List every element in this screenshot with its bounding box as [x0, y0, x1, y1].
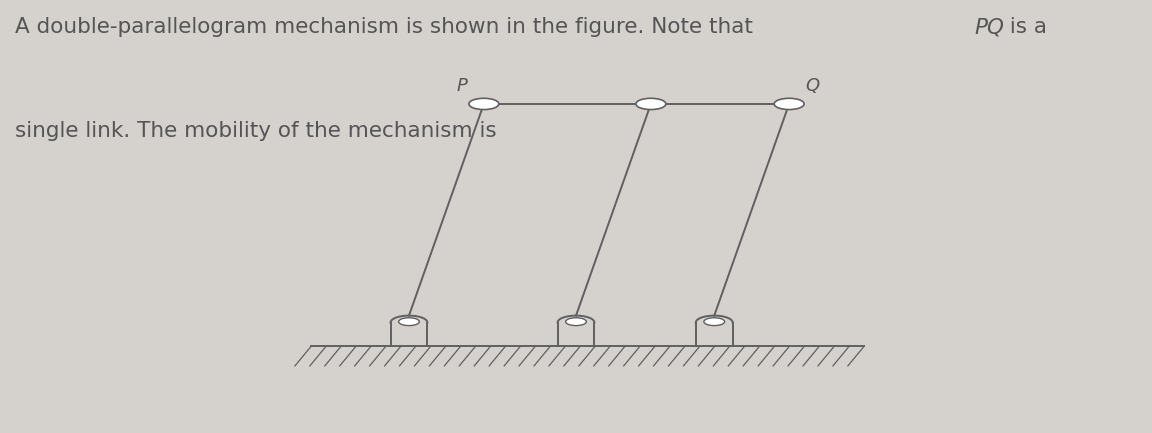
Text: PQ: PQ [975, 17, 1005, 37]
Circle shape [774, 98, 804, 110]
Circle shape [399, 318, 419, 326]
Circle shape [566, 318, 586, 326]
Text: A double-parallelogram mechanism is shown in the figure. Note that: A double-parallelogram mechanism is show… [15, 17, 759, 37]
Text: is a: is a [1003, 17, 1047, 37]
Circle shape [469, 98, 499, 110]
Text: Q: Q [805, 77, 819, 95]
Text: single link. The mobility of the mechanism is: single link. The mobility of the mechani… [15, 121, 497, 141]
Text: P: P [457, 77, 468, 95]
Circle shape [636, 98, 666, 110]
Circle shape [704, 318, 725, 326]
